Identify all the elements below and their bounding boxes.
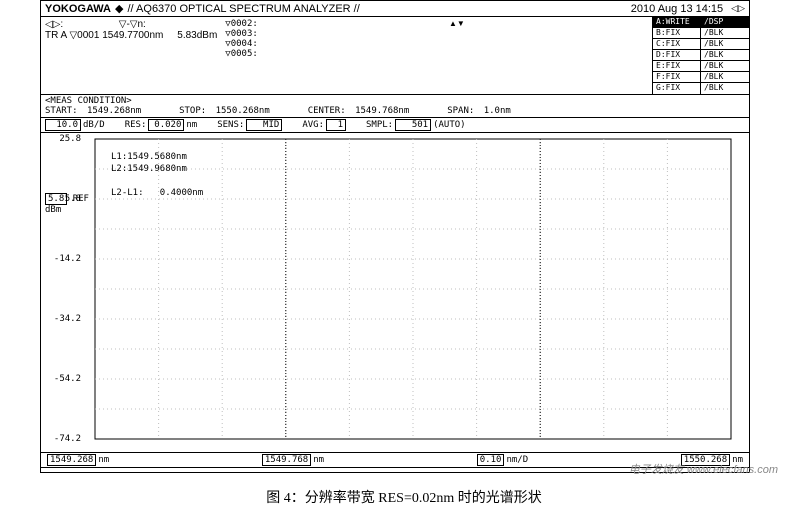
trace-mode-row-D[interactable]: D:FIX/BLK xyxy=(653,50,749,61)
start-val: 1549.268nm xyxy=(87,106,141,116)
arrows-right-label: ▽-▽n: xyxy=(119,19,146,30)
arrow-controls-icon[interactable]: ◁▷ xyxy=(731,3,745,14)
trace-mode-row-E[interactable]: E:FIX/BLK xyxy=(653,61,749,72)
trace-mode-row-F[interactable]: F:FIX/BLK xyxy=(653,72,749,83)
arrows-left-label: ◁▷: xyxy=(45,19,63,30)
x-left[interactable]: 1549.268 xyxy=(47,454,96,466)
center-val: 1549.768nm xyxy=(355,106,409,116)
avg-label: AVG: xyxy=(302,120,324,130)
db-div-val[interactable]: 10.0 xyxy=(45,119,81,131)
trace-mode-row-A[interactable]: A:WRITE/DSP xyxy=(653,17,749,28)
trace-mode-row-C[interactable]: C:FIX/BLK xyxy=(653,39,749,50)
trace-mode-row-B[interactable]: B:FIX/BLK xyxy=(653,28,749,39)
marker-id: ▽0001 xyxy=(69,30,99,41)
span-label: SPAN: xyxy=(447,106,474,116)
avg-val[interactable]: 1 xyxy=(326,119,346,131)
scroll-icon[interactable]: ▲▼ xyxy=(447,17,467,94)
smpl-mode: (AUTO) xyxy=(433,120,466,130)
sens-val[interactable]: MID xyxy=(246,119,282,131)
brand-diamond-icon: ◆ xyxy=(115,2,123,15)
brand-label: YOKOGAWA xyxy=(45,3,111,15)
trace-mode-table: A:WRITE/DSPB:FIX/BLKC:FIX/BLKD:FIX/BLKE:… xyxy=(652,17,749,94)
x-div[interactable]: 0.10 xyxy=(477,454,505,466)
trace-mode-row-G[interactable]: G:FIX/BLK xyxy=(653,83,749,94)
res-unit: nm xyxy=(186,120,197,130)
x-center[interactable]: 1549.768 xyxy=(262,454,311,466)
watermark: 电子发烧友 www.elecfans.com xyxy=(629,461,778,477)
trace-label: TR A xyxy=(45,30,67,41)
stop-label: STOP: xyxy=(179,106,206,116)
smpl-label: SMPL: xyxy=(366,120,393,130)
res-label: RES: xyxy=(125,120,147,130)
marker-info-box: L1:1549.5680nm L2:1549.9680nm L2-L1: 0.4… xyxy=(111,151,203,199)
start-label: START: xyxy=(45,106,78,116)
center-label: CENTER: xyxy=(308,106,346,116)
app-title: // AQ6370 OPTICAL SPECTRUM ANALYZER // xyxy=(127,3,359,15)
timestamp: 2010 Aug 13 14:15 xyxy=(631,3,723,15)
peak-power: 5.83dBm xyxy=(177,30,217,41)
stop-val: 1550.268nm xyxy=(216,106,270,116)
span-val: 1.0nm xyxy=(484,106,511,116)
sens-label: SENS: xyxy=(217,120,244,130)
extra-markers: ▽0002: ▽0003: ▽0004: ▽0005: xyxy=(221,17,262,94)
smpl-val[interactable]: 501 xyxy=(395,119,431,131)
figure-caption: 图 4：分辨率带宽 RES=0.02nm 时的光谱形状 xyxy=(0,487,808,507)
meas-condition-label: <MEAS CONDITION> xyxy=(45,96,745,106)
db-div-unit: dB/D xyxy=(83,120,105,130)
peak-wavelength: 1549.7700nm xyxy=(102,30,163,41)
res-val[interactable]: 0.020 xyxy=(148,119,184,131)
